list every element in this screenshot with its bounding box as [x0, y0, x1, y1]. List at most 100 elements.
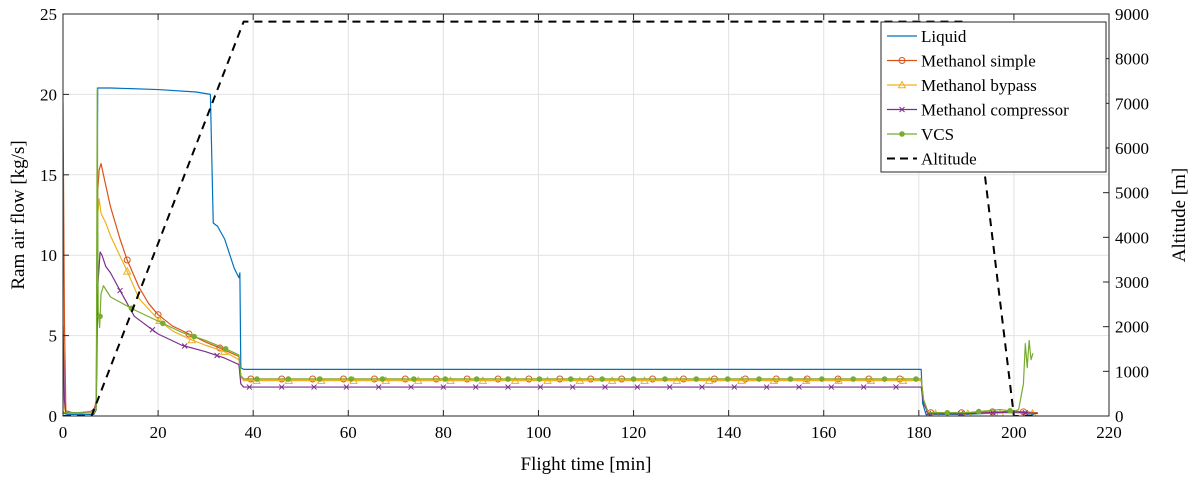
- data-point: [543, 376, 552, 384]
- y-left-tick-label: 10: [40, 246, 57, 265]
- data-point: [122, 266, 132, 275]
- data-point: [975, 408, 982, 415]
- data-point: [607, 376, 617, 384]
- data-point: [731, 384, 738, 390]
- data-point: [819, 376, 825, 382]
- data-point: [154, 311, 162, 319]
- series-line: [63, 251, 1038, 415]
- marker-stroke: [569, 384, 576, 390]
- marker-stroke: [343, 384, 350, 390]
- data-point: [989, 408, 997, 416]
- x-tick-label: 20: [150, 423, 167, 442]
- data-point: [828, 384, 835, 390]
- data-point: [737, 376, 746, 384]
- y-right-tick-label: 6000: [1115, 139, 1149, 158]
- data-point: [913, 376, 919, 382]
- series-methanol-bypass: [63, 198, 1038, 416]
- data-point: [181, 343, 188, 349]
- data-point: [801, 376, 811, 384]
- data-point: [699, 384, 705, 390]
- data-point: [187, 335, 197, 344]
- data-point: [990, 409, 996, 416]
- series-line: [63, 87, 1034, 414]
- marker-stroke: [505, 384, 511, 390]
- data-point: [567, 376, 574, 382]
- marker-stroke: [893, 384, 899, 390]
- axes: 0 20 40 60 80 100 120 140 160 180 200 2200510152025…: [40, 5, 1149, 442]
- marker-stroke: [602, 384, 608, 390]
- y-right-tick-label: 1000: [1115, 362, 1149, 381]
- data-point: [763, 384, 770, 390]
- data-point: [160, 320, 166, 327]
- marker-stroke: [472, 384, 479, 390]
- data-point: [575, 376, 585, 384]
- data-point: [408, 384, 414, 390]
- y-left-tick-label: 5: [49, 327, 58, 346]
- y-axis-right-title: Altitude [m]: [1169, 168, 1190, 262]
- legend-marker: [897, 80, 907, 89]
- legend-marker: [898, 57, 906, 64]
- marker-stroke: [666, 384, 673, 390]
- legend-label: Altitude: [921, 150, 977, 169]
- data-point: [860, 384, 867, 390]
- data-point: [704, 376, 714, 384]
- y-axis-left-title: Ram air flow [kg/s]: [8, 140, 29, 289]
- marker-stroke: [278, 384, 285, 390]
- data-point: [925, 410, 932, 416]
- x-tick-label: 60: [340, 423, 357, 442]
- y-left-tick-label: 15: [40, 166, 57, 185]
- legend-label: Methanol simple: [921, 52, 1036, 71]
- plot-frame: [62, 13, 1110, 417]
- legend-label: Methanol bypass: [921, 76, 1037, 95]
- marker-stroke: [214, 352, 220, 359]
- x-tick-label: 160: [811, 423, 837, 442]
- marker-stroke: [925, 410, 932, 416]
- data-point: [473, 376, 480, 382]
- legend-item: VCS: [887, 125, 954, 144]
- y-right-tick-label: 8000: [1115, 50, 1149, 69]
- data-point: [155, 316, 164, 324]
- marker-stroke: [375, 384, 382, 390]
- data-point: [866, 376, 876, 384]
- series-methanol-compressor: [63, 251, 1038, 416]
- y-right-tick-label: 9000: [1115, 5, 1149, 24]
- y-right-tick-label: 0: [1115, 407, 1124, 426]
- data-point: [693, 376, 700, 382]
- marker-stroke: [181, 343, 188, 349]
- data-point: [278, 384, 285, 390]
- legend-marker: [899, 106, 905, 113]
- series-vcs: [63, 87, 1034, 416]
- data-point: [602, 384, 608, 390]
- marker-stroke: [537, 384, 544, 390]
- x-tick-label: 120: [621, 423, 647, 442]
- data-point: [672, 376, 682, 384]
- data-point: [569, 384, 576, 390]
- data-point: [472, 384, 479, 390]
- data-point: [413, 376, 423, 384]
- legend-item: Methanol compressor: [887, 101, 1069, 120]
- marker-stroke: [634, 384, 641, 390]
- series-altitude: [63, 20, 1038, 416]
- marker-stroke: [117, 287, 123, 294]
- marker-stroke: [899, 106, 905, 113]
- data-point: [505, 384, 511, 390]
- data-point: [311, 384, 317, 390]
- data-point: [898, 376, 908, 384]
- data-point: [446, 376, 455, 384]
- y-right-tick-label: 7000: [1115, 94, 1149, 113]
- x-tick-label: 220: [1096, 423, 1122, 442]
- data-point: [944, 409, 951, 416]
- data-point: [630, 376, 637, 382]
- data-point: [348, 376, 354, 382]
- data-point: [724, 376, 731, 382]
- data-point: [850, 376, 857, 382]
- data-point: [634, 384, 641, 390]
- legend-item: Methanol bypass: [887, 76, 1037, 95]
- x-axis-title: Flight time [min]: [521, 454, 652, 475]
- data-point: [149, 326, 156, 333]
- y-right-tick-label: 3000: [1115, 273, 1149, 292]
- marker-stroke: [796, 384, 802, 390]
- data-point: [505, 376, 511, 382]
- data-point: [769, 376, 779, 384]
